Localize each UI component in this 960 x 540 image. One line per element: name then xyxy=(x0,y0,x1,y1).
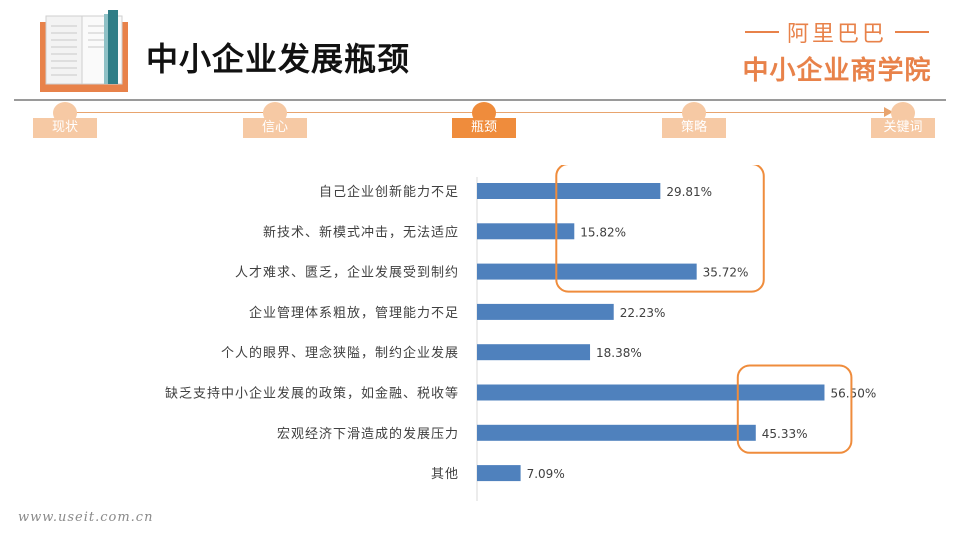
data-label-6: 45.33% xyxy=(762,427,808,441)
timeline-arrow-icon xyxy=(884,107,893,117)
category-label-6: 宏观经济下滑造成的发展压力 xyxy=(277,426,459,442)
progress-timeline: 现状 信心 瓶颈 策略 关键词 xyxy=(0,100,960,150)
data-label-5: 56.50% xyxy=(830,387,876,401)
bar-6 xyxy=(477,424,756,441)
data-label-4: 18.38% xyxy=(596,346,642,360)
brand-logo: 阿里巴巴 中小企业商学院 xyxy=(732,16,942,87)
category-label-0: 自己企业创新能力不足 xyxy=(319,184,459,200)
bar-5 xyxy=(477,384,825,401)
timeline-step-4[interactable]: 关键词 xyxy=(865,102,941,138)
bar-3 xyxy=(477,303,614,320)
watermark-text: www.useit.com.cn xyxy=(18,510,154,525)
timeline-step-1[interactable]: 信心 xyxy=(237,102,313,138)
highlight-box-0 xyxy=(555,165,765,293)
brand-dash-right xyxy=(895,31,929,33)
category-label-5: 缺乏支持中小企业发展的政策，如金融、税收等 xyxy=(165,386,459,402)
data-label-3: 22.23% xyxy=(620,306,666,320)
timeline-step-label: 关键词 xyxy=(871,118,935,138)
category-label-2: 人才难求、匮乏，企业发展受到制约 xyxy=(235,265,459,281)
data-label-2: 35.72% xyxy=(703,266,749,280)
book-icon xyxy=(40,10,128,92)
data-label-1: 15.82% xyxy=(580,225,626,239)
timeline-step-label: 策略 xyxy=(662,118,726,138)
page-title: 中小企业发展瓶颈 xyxy=(146,40,411,78)
category-label-3: 企业管理体系粗放，管理能力不足 xyxy=(249,305,459,321)
category-label-1: 新技术、新模式冲击，无法适应 xyxy=(263,224,459,240)
bar-2 xyxy=(477,263,697,280)
data-label-7: 7.09% xyxy=(527,467,565,481)
bar-4 xyxy=(477,344,591,361)
timeline-step-label: 现状 xyxy=(33,118,97,138)
category-label-4: 个人的眼界、理念狭隘，制约企业发展 xyxy=(221,345,459,361)
timeline-step-0[interactable]: 现状 xyxy=(27,102,103,138)
timeline-step-3[interactable]: 策略 xyxy=(656,102,732,138)
timeline-step-label: 瓶颈 xyxy=(452,118,516,138)
brand-top-text: 阿里巴巴 xyxy=(786,22,887,47)
timeline-step-label: 信心 xyxy=(243,118,307,138)
bar-0 xyxy=(477,183,661,199)
data-label-0: 29.81% xyxy=(666,185,712,199)
category-label-7: 其他 xyxy=(431,467,459,482)
brand-dash-left xyxy=(744,31,779,33)
brand-bottom-text: 中小企业商学院 xyxy=(742,56,932,86)
timeline-step-2[interactable]: 瓶颈 xyxy=(446,102,522,138)
bar-7 xyxy=(477,465,521,482)
highlight-box-1 xyxy=(736,364,853,454)
bar-chart: 自己企业创新能力不足 29.81% 新技术、新模式冲击，无法适应 15.82% 人才难求… xyxy=(165,165,876,501)
bar-1 xyxy=(477,223,575,240)
header-divider xyxy=(14,99,946,101)
